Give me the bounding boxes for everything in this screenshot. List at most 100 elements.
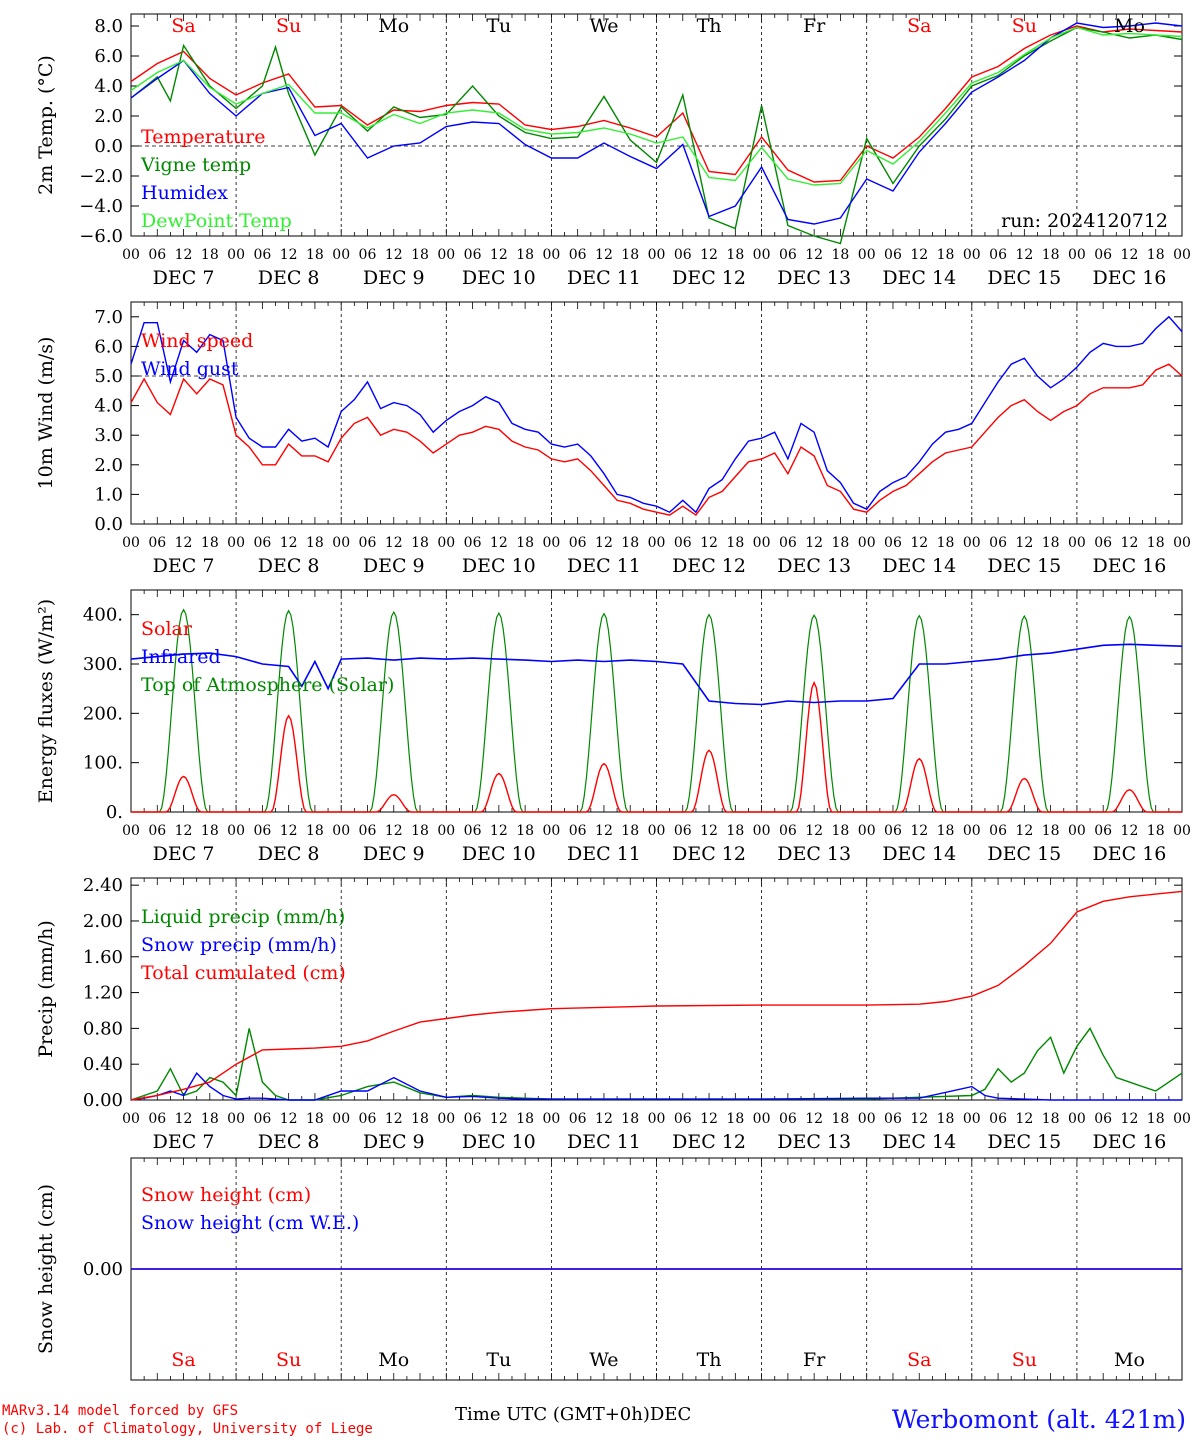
hour-label: 00 — [122, 247, 140, 263]
hour-label: 18 — [516, 1111, 534, 1127]
hour-label: 00 — [753, 823, 771, 839]
day-abbr: Mo — [1114, 1349, 1145, 1371]
day-abbr: Su — [276, 15, 301, 37]
hour-label: 12 — [385, 1111, 403, 1127]
hour-label: 06 — [569, 823, 587, 839]
day-abbr: Tu — [486, 1349, 511, 1371]
hour-label: 12 — [910, 1111, 928, 1127]
hour-label: 00 — [1173, 247, 1191, 263]
legend-entry: Solar — [141, 618, 193, 640]
hour-label: 06 — [253, 535, 271, 551]
date-label: DEC 15 — [987, 843, 1061, 865]
hour-label: 18 — [621, 535, 639, 551]
hour-label: 06 — [989, 823, 1007, 839]
hour-label: 06 — [779, 1111, 797, 1127]
hour-label: 00 — [963, 535, 981, 551]
hour-label: 06 — [148, 823, 166, 839]
hour-label: 12 — [595, 247, 613, 263]
day-abbr: Mo — [378, 1349, 409, 1371]
hour-label: 18 — [201, 1111, 219, 1127]
y-tick-label: 0.80 — [83, 1018, 123, 1039]
date-label: DEC 13 — [777, 1131, 851, 1153]
hour-label: 18 — [937, 1111, 955, 1127]
hour-label: 18 — [621, 823, 639, 839]
y-tick-label: 6.0 — [94, 46, 123, 67]
date-label: DEC 12 — [672, 1131, 746, 1153]
date-label: DEC 8 — [258, 555, 320, 577]
legend-entry: Snow height (cm) — [141, 1184, 311, 1206]
hour-label: 00 — [858, 247, 876, 263]
hour-label: 06 — [569, 247, 587, 263]
time-axis-month: DEC — [649, 1404, 692, 1425]
hour-label: 18 — [1042, 247, 1060, 263]
hour-label: 12 — [280, 247, 298, 263]
hour-label: 18 — [621, 247, 639, 263]
day-abbr: Fr — [803, 1349, 826, 1371]
day-abbr: Tu — [486, 15, 511, 37]
hour-label: 18 — [1042, 1111, 1060, 1127]
hour-label: 18 — [832, 1111, 850, 1127]
time-axis-label: Time UTC (GMT+0h)DEC — [455, 1404, 691, 1425]
hour-label: 00 — [648, 247, 666, 263]
y-tick-label: 0.40 — [83, 1054, 123, 1075]
hour-label: 18 — [1147, 1111, 1165, 1127]
y-tick-label: 4.0 — [94, 396, 123, 417]
hour-label: 12 — [490, 1111, 508, 1127]
y-tick-label: 400. — [83, 605, 123, 626]
model-credit: MARv3.14 model forced by GFS (c) Lab. of… — [2, 1402, 373, 1438]
hour-label: 12 — [805, 1111, 823, 1127]
hour-label: 18 — [832, 247, 850, 263]
series-line-0 — [130, 1027, 1183, 1101]
hour-label: 00 — [437, 247, 455, 263]
legend-entry: Infrared — [141, 646, 221, 668]
hour-label: 06 — [779, 823, 797, 839]
hour-label: 00 — [332, 247, 350, 263]
day-abbr: Mo — [1114, 15, 1145, 37]
hour-label: 18 — [411, 1111, 429, 1127]
hour-label: 00 — [227, 247, 245, 263]
y-tick-label: −2.0 — [79, 166, 123, 187]
hour-label: 12 — [595, 823, 613, 839]
hour-label: 00 — [437, 1111, 455, 1127]
hour-label: 18 — [937, 247, 955, 263]
hour-label: 12 — [1015, 1111, 1033, 1127]
day-abbr: Mo — [378, 15, 409, 37]
date-label: DEC 14 — [882, 267, 956, 289]
date-label: DEC 12 — [672, 843, 746, 865]
hour-label: 06 — [1094, 823, 1112, 839]
y-tick-label: 4.0 — [94, 76, 123, 97]
hour-label: 06 — [884, 535, 902, 551]
y-tick-label: 0.00 — [83, 1090, 123, 1111]
day-abbr: We — [589, 15, 618, 37]
series-line-2 — [130, 22, 1183, 225]
day-abbr: Su — [1012, 1349, 1037, 1371]
date-label: DEC 11 — [567, 1131, 641, 1153]
legend-entry: Wind speed — [141, 330, 253, 352]
hour-label: 12 — [910, 823, 928, 839]
hour-label: 18 — [726, 535, 744, 551]
y-tick-label: −4.0 — [79, 196, 123, 217]
date-label: DEC 7 — [153, 843, 215, 865]
hour-label: 06 — [359, 1111, 377, 1127]
hour-label: 00 — [437, 535, 455, 551]
hour-label: 12 — [910, 535, 928, 551]
hour-label: 06 — [1094, 535, 1112, 551]
date-label: DEC 14 — [882, 843, 956, 865]
y-axis-title: 2m Temp. (°C) — [35, 55, 57, 195]
hour-label: 00 — [753, 535, 771, 551]
date-label: DEC 14 — [882, 555, 956, 577]
hour-label: 12 — [700, 823, 718, 839]
hour-label: 00 — [648, 535, 666, 551]
date-label: DEC 10 — [462, 843, 536, 865]
date-label: DEC 16 — [1093, 843, 1167, 865]
day-abbr: Sa — [171, 1349, 195, 1371]
site-title: Werbomont (alt. 421m) — [891, 1405, 1186, 1434]
day-abbr: Sa — [171, 15, 195, 37]
hour-label: 00 — [753, 247, 771, 263]
hour-label: 12 — [805, 823, 823, 839]
hour-label: 06 — [464, 823, 482, 839]
hour-label: 06 — [674, 823, 692, 839]
hour-label: 18 — [201, 535, 219, 551]
hour-label: 00 — [542, 823, 560, 839]
legend-entry: Top of Atmosphere (Solar) — [141, 674, 394, 696]
